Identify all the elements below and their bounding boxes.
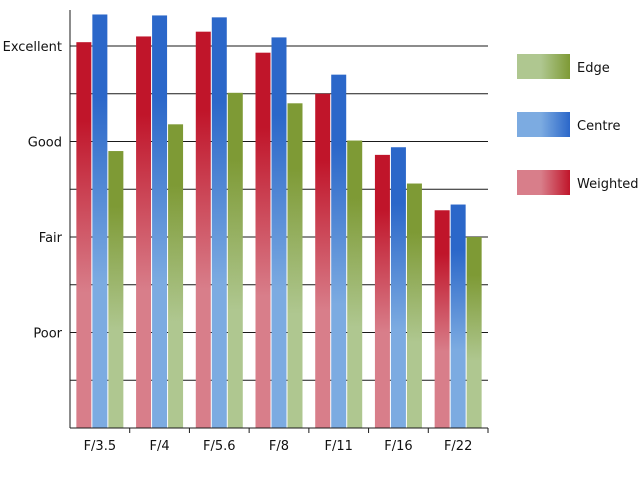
y-tick-label-excellent: Excellent: [3, 40, 62, 55]
legend-label-centre: Centre: [577, 119, 620, 134]
x-tick-label-f-4: F/4: [150, 439, 170, 454]
bars: [76, 14, 482, 429]
bar-weighted-f-3-5: [76, 42, 92, 429]
bar-weighted-f-16: [374, 154, 390, 428]
bar-centre-f-8: [271, 37, 287, 428]
bar-edge-f-11: [347, 140, 363, 429]
x-tick-label-f-8: F/8: [269, 439, 289, 454]
legend-swatch-centre: [517, 112, 570, 137]
legend-label-edge: Edge: [577, 61, 610, 76]
legend-item-edge: Edge: [517, 54, 610, 79]
bar-weighted-f-22: [434, 210, 450, 428]
bar-centre-f-16: [390, 147, 406, 429]
legend-item-centre: Centre: [517, 112, 620, 137]
bar-centre-f-5-6: [211, 17, 227, 428]
x-tick-label-f-11: F/11: [325, 439, 353, 454]
bar-edge-f-8: [287, 103, 303, 429]
bar-edge-f-4: [168, 124, 184, 428]
x-tick-label-f-22: F/22: [444, 439, 472, 454]
legend-label-weighted: Weighted: [577, 177, 639, 192]
bar-centre-f-4: [152, 15, 168, 428]
x-tick-label-f-3-5: F/3.5: [84, 439, 117, 454]
bar-centre-f-3-5: [92, 14, 108, 429]
bar-weighted-f-5-6: [195, 31, 211, 429]
legend-item-weighted: Weighted: [517, 170, 639, 195]
legend-swatch-edge: [517, 54, 570, 79]
axes: [69, 10, 489, 433]
bar-weighted-f-8: [255, 52, 271, 429]
x-tick-label-f-5-6: F/5.6: [203, 439, 236, 454]
bar-centre-f-22: [450, 204, 466, 428]
legend: Edge Centre Weighted: [517, 54, 639, 195]
y-tick-label-good: Good: [28, 136, 62, 151]
bar-edge-f-5-6: [227, 92, 243, 429]
x-tick-label-f-16: F/16: [384, 439, 412, 454]
legend-swatch-weighted: [517, 170, 570, 195]
y-tick-label-fair: Fair: [39, 231, 63, 246]
bar-weighted-f-11: [315, 93, 331, 428]
bar-weighted-f-4: [136, 36, 152, 428]
bar-edge-f-22: [466, 237, 482, 428]
x-tick-labels: F/3.5 F/4 F/5.6 F/8 F/11 F/16 F/22: [84, 439, 473, 454]
bar-edge-f-3-5: [108, 151, 124, 429]
y-tick-label-poor: Poor: [33, 327, 62, 342]
bar-edge-f-16: [406, 183, 422, 428]
y-tick-labels: Poor Fair Good Excellent: [3, 40, 63, 342]
bar-centre-f-11: [331, 74, 347, 429]
